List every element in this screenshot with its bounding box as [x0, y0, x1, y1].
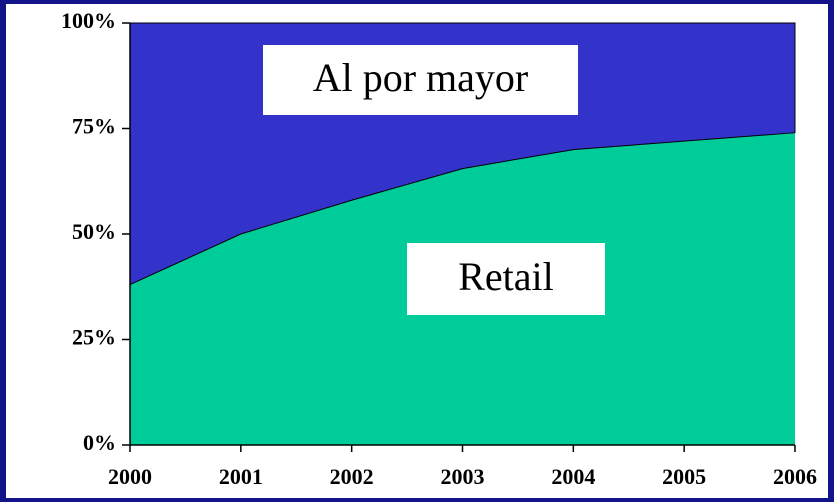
- x-tick-label: 2002: [330, 464, 374, 489]
- y-tick-label: 50%: [72, 219, 116, 244]
- y-tick-label: 75%: [72, 114, 116, 139]
- x-tick-label: 2005: [662, 464, 706, 489]
- series-label-box: [263, 45, 578, 115]
- y-tick-label: 25%: [72, 325, 116, 350]
- y-tick-label: 100%: [61, 8, 116, 33]
- series-label-box: [407, 243, 605, 315]
- series-label: Al por mayor: [313, 55, 529, 100]
- x-tick-label: 2001: [219, 464, 263, 489]
- x-tick-label: 2004: [551, 464, 595, 489]
- series-label: Retail: [458, 254, 554, 299]
- x-tick-label: 2003: [441, 464, 485, 489]
- y-tick-label: 0%: [83, 430, 116, 455]
- x-tick-label: 2006: [773, 464, 817, 489]
- x-tick-label: 2000: [108, 464, 152, 489]
